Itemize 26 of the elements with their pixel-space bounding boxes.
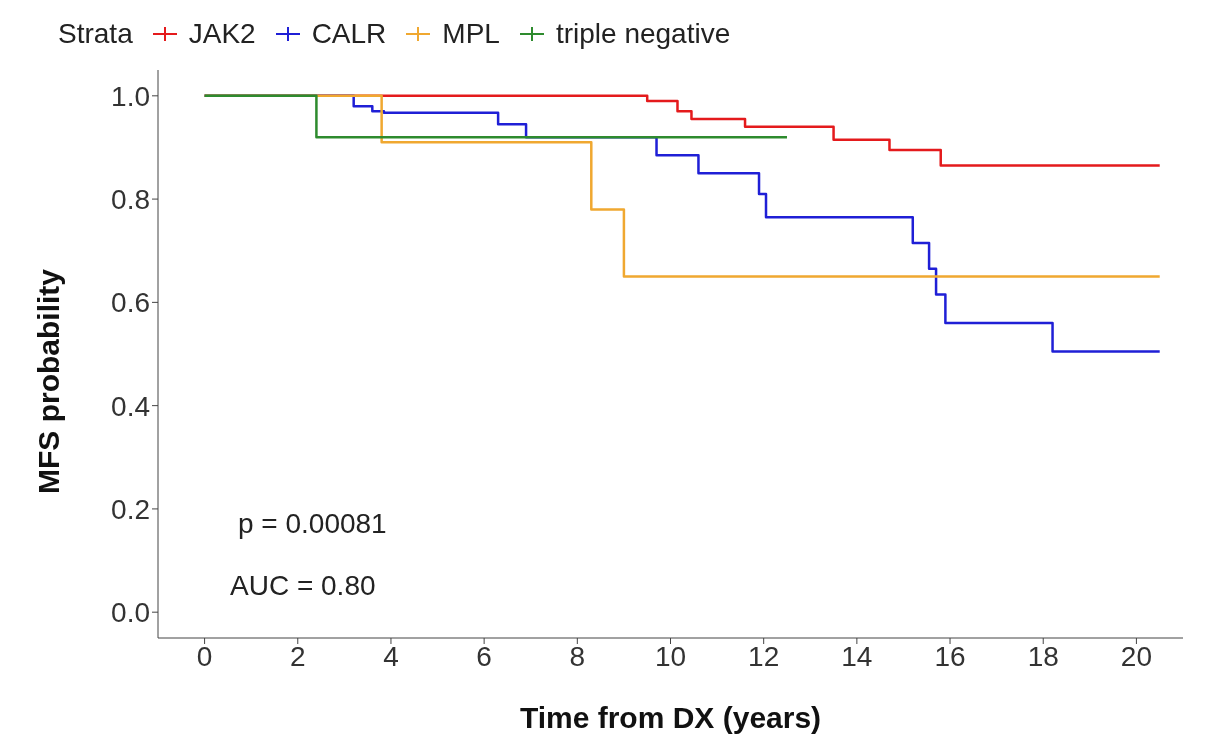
y-tick-label: 0.2 [111, 493, 150, 525]
legend-label: CALR [311, 18, 387, 50]
x-tick-label: 6 [476, 640, 492, 672]
x-tick-label: 14 [841, 640, 873, 672]
legend-title: Strata [58, 18, 133, 50]
legend-label: JAK2 [188, 18, 256, 50]
y-tick-label: 0.8 [111, 184, 150, 216]
legend-label: MPL [442, 18, 500, 50]
x-tick-label: 4 [383, 640, 399, 672]
annotation: AUC = 0.80 [230, 570, 376, 602]
x-tick-label: 2 [289, 640, 306, 672]
x-axis-title: Time from DX (years) [519, 701, 822, 734]
x-tick-label: 8 [569, 640, 586, 672]
x-tick-label: 18 [1027, 640, 1059, 672]
x-tick-label: 20 [1120, 640, 1152, 672]
y-tick-label: 0.0 [111, 597, 150, 629]
annotation: p = 0.00081 [238, 508, 387, 540]
y-tick-label: 1.0 [111, 80, 150, 112]
x-tick-label: 10 [654, 640, 687, 672]
legend-label: triple negative [555, 18, 731, 50]
y-axis-title: MFS probability [31, 268, 65, 494]
x-tick-label: 12 [748, 640, 780, 672]
y-tick-label: 0.4 [111, 390, 150, 422]
y-tick-label: 0.6 [111, 287, 150, 319]
x-tick-label: 16 [934, 640, 966, 672]
x-tick-label: 0 [196, 640, 213, 672]
